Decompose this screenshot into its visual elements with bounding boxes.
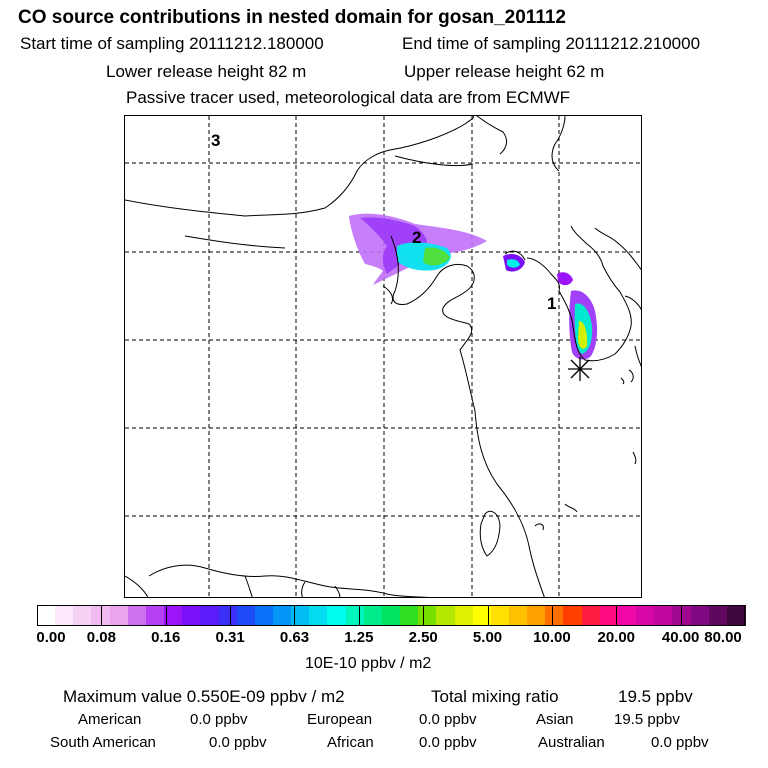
colorbar-cell bbox=[55, 605, 74, 626]
colorbar-cell bbox=[273, 605, 292, 626]
colorbar-tick-label: 2.50 bbox=[408, 629, 438, 646]
colorbar-tick bbox=[165, 605, 167, 626]
colorbar-cell bbox=[454, 605, 474, 626]
colorbar-tick-label: 10.00 bbox=[533, 629, 571, 646]
colorbar-cell bbox=[291, 605, 310, 626]
colorbar-cell bbox=[309, 605, 329, 626]
concentration-plume bbox=[349, 213, 598, 360]
colorbar-tick-label: 20.00 bbox=[597, 629, 636, 646]
colorbar-cell bbox=[327, 605, 347, 626]
colorbar-tick-label: 0.00 bbox=[36, 629, 66, 646]
colorbar-cell bbox=[472, 605, 492, 626]
asian-label: Asian bbox=[536, 711, 574, 728]
colorbar-tick-label: 80.00 bbox=[704, 629, 742, 646]
colorbar-tick-label: 5.00 bbox=[472, 629, 503, 646]
colorbar-tick bbox=[680, 605, 682, 626]
american-value: 0.0 ppbv bbox=[190, 711, 248, 728]
colorbar-cell bbox=[545, 605, 565, 626]
colorbar-cell bbox=[581, 605, 601, 626]
african-label: African bbox=[327, 734, 374, 751]
colorbar-cell bbox=[690, 605, 710, 626]
european-value: 0.0 ppbv bbox=[419, 711, 477, 728]
receptor-star-icon bbox=[568, 357, 592, 381]
start-time: Start time of sampling 20111212.180000 bbox=[20, 34, 324, 53]
colorbar-tick-label: 40.00 bbox=[661, 629, 700, 646]
colorbar-cell bbox=[617, 605, 637, 626]
colorbar-cell bbox=[109, 605, 129, 626]
colorbar-cell bbox=[145, 605, 165, 626]
colorbar-cell bbox=[164, 605, 183, 626]
colorbar-cell bbox=[654, 605, 673, 626]
australian-label: Australian bbox=[538, 734, 605, 751]
colorbar-cell bbox=[418, 605, 437, 626]
colorbar-cell bbox=[599, 605, 619, 626]
total-mixing-ratio-value: 19.5 ppbv bbox=[618, 687, 693, 706]
colorbar-tick bbox=[616, 605, 618, 626]
american-label: American bbox=[78, 711, 142, 728]
source-label-2: 2 bbox=[412, 228, 422, 247]
colorbar-tick bbox=[101, 605, 103, 626]
source-label-3: 3 bbox=[211, 131, 221, 150]
coastlines bbox=[125, 116, 641, 597]
colorbar-tick bbox=[487, 605, 489, 626]
colorbar-cell bbox=[436, 605, 456, 626]
colorbar-cell bbox=[726, 605, 746, 626]
upper-release-height: Upper release height 62 m bbox=[404, 62, 605, 81]
colorbar-tick-label: 0.16 bbox=[151, 629, 181, 646]
colorbar bbox=[37, 605, 746, 626]
colorbar-tick-label: 0.08 bbox=[86, 629, 116, 646]
end-time: End time of sampling 20111212.210000 bbox=[402, 34, 701, 53]
colorbar-cell bbox=[708, 605, 728, 626]
colorbar-tick bbox=[358, 605, 360, 626]
african-value: 0.0 ppbv bbox=[419, 734, 477, 751]
asian-value: 19.5 ppbv bbox=[614, 711, 680, 728]
colorbar-tick bbox=[423, 605, 425, 626]
colorbar-cell bbox=[563, 605, 583, 626]
colorbar-cell bbox=[127, 605, 147, 626]
colorbar-tick bbox=[294, 605, 296, 626]
plot-title: CO source contributions in nested domain… bbox=[18, 7, 566, 28]
colorbar-cell bbox=[381, 605, 401, 626]
tracer-note: Passive tracer used, meteorological data… bbox=[126, 88, 571, 107]
map-panel: 1 2 3 bbox=[124, 115, 642, 598]
colorbar-cell bbox=[254, 605, 274, 626]
colorbar-cell bbox=[490, 605, 510, 626]
colorbar-cell bbox=[400, 605, 419, 626]
grid-lines bbox=[125, 116, 641, 597]
colorbar-tick bbox=[230, 605, 232, 626]
colorbar-units: 10E-10 ppbv / m2 bbox=[305, 655, 432, 672]
colorbar-cell bbox=[636, 605, 655, 626]
colorbar-cell bbox=[363, 605, 383, 626]
south-american-label: South American bbox=[50, 734, 156, 751]
colorbar-cell bbox=[509, 605, 528, 626]
colorbar-cell bbox=[182, 605, 201, 626]
total-mixing-ratio-label: Total mixing ratio bbox=[431, 687, 559, 706]
max-value: Maximum value 0.550E-09 ppbv / m2 bbox=[63, 687, 345, 706]
colorbar-tick bbox=[551, 605, 553, 626]
colorbar-cell bbox=[200, 605, 220, 626]
colorbar-cell bbox=[73, 605, 93, 626]
colorbar-cell bbox=[37, 605, 56, 626]
colorbar-cell bbox=[91, 605, 111, 626]
lower-release-height: Lower release height 82 m bbox=[106, 62, 307, 81]
colorbar-cell bbox=[672, 605, 692, 626]
colorbar-tick-label: 1.25 bbox=[344, 629, 374, 646]
colorbar-frame bbox=[37, 605, 745, 626]
source-label-1: 1 bbox=[547, 294, 557, 313]
colorbar-cell bbox=[236, 605, 256, 626]
colorbar-tick-label: 0.63 bbox=[279, 629, 310, 646]
colorbar-cell bbox=[527, 605, 546, 626]
european-label: European bbox=[307, 711, 373, 728]
australian-value: 0.0 ppbv bbox=[651, 734, 709, 751]
map-canvas bbox=[125, 116, 641, 597]
colorbar-cell bbox=[218, 605, 238, 626]
colorbar-tick-label: 0.31 bbox=[215, 629, 245, 646]
south-american-value: 0.0 ppbv bbox=[209, 734, 267, 751]
